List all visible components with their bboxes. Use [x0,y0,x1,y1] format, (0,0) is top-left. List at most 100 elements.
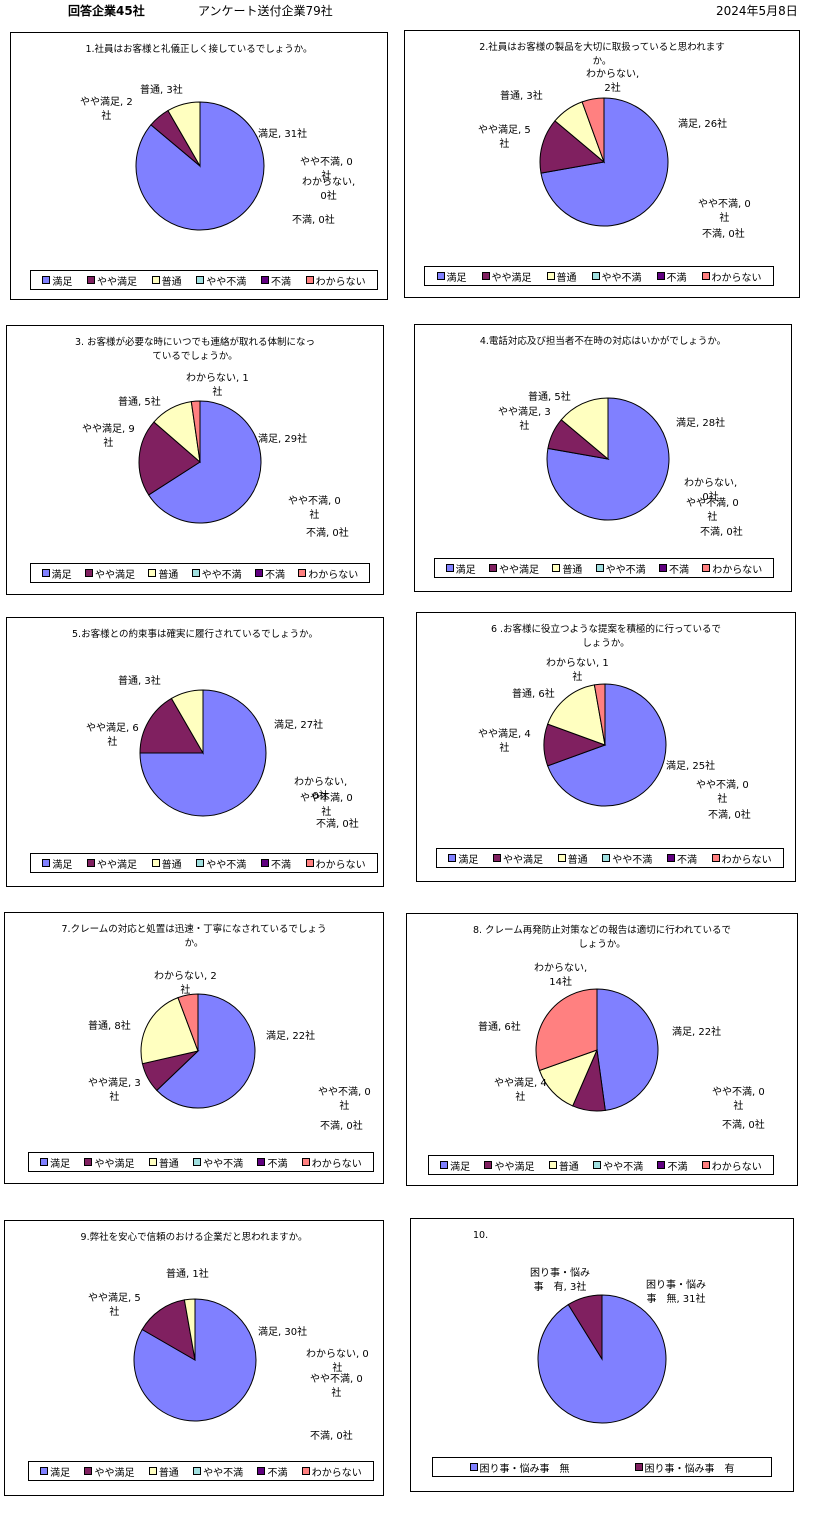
legend-swatch [440,1161,449,1169]
data-label-somewhat-satisfied: やや満足, 6 社 [86,723,139,748]
pie-slice-neutral [167,101,201,168]
legend-item-neutral: 普通 [546,269,577,284]
data-label-somewhat-satisfied: やや満足, 9 社 [82,424,135,449]
data-label-somewhat-dissatisfied: やや不満, 0 社 [318,1087,371,1112]
pie-chart-7 [140,993,256,1109]
data-label-satisfied: 満足, 30社 [258,1327,308,1338]
legend-label: わからない [315,859,366,871]
header-sent: アンケート送付企業79社 [198,4,333,18]
legend-label: やや不満 [612,854,653,866]
legend-label: 不満 [667,1161,688,1173]
pie-slice-unknown [593,683,606,746]
legend-item-dissatisfied: 不満 [260,273,291,288]
legend-label: わからない [721,854,772,866]
pie-slice-satisfied [147,400,262,524]
legend-label: 満足 [52,276,73,288]
legend-item-somewhat-dissatisfied: やや不満 [193,1155,243,1170]
legend-label: やや満足 [494,1161,535,1173]
legend-swatch [591,272,600,280]
legend-label: 満足 [51,569,72,581]
data-label-unknown: わからない, 1 社 [546,658,609,683]
legend-item-dissatisfied: 不満 [257,1464,287,1479]
legend-item-satisfied: 満足 [436,269,467,284]
data-label-somewhat-satisfied: やや満足, 3 社 [88,1078,141,1103]
legend-label: やや満足 [498,564,539,576]
pie-slice-unknown [581,97,605,163]
legend-swatch [148,569,157,577]
legend-item-dissatisfied: 不満 [656,269,687,284]
legend-swatch [254,569,263,577]
legend-swatch [42,276,51,284]
data-label-neutral: 普通, 8社 [88,1021,131,1032]
chart-legend: 満足 やや満足 普通 やや不満 不満 わからない [436,848,784,868]
data-label-neutral: 普通, 5社 [528,392,571,403]
data-label-somewhat-dissatisfied: やや不満, 0 社 [288,496,341,521]
data-label-somewhat-dissatisfied: やや不満, 0 社 [310,1374,363,1399]
chart-title: 7.クレームの対応と処置は迅速・丁寧になされているでしょう か。 [61,924,327,949]
legend-swatch [196,276,205,284]
legend-item-satisfied: 満足 [448,851,478,866]
legend-item-unknown: わからない [702,561,762,576]
pie-slice-unknown [177,993,199,1052]
legend-swatch [436,272,445,280]
data-label-somewhat-satisfied: やや満足, 2 社 [80,97,133,122]
data-label-dissatisfied: 不満, 0社 [316,819,359,830]
legend-swatch [151,276,160,284]
data-label-neutral: 普通, 6社 [512,689,555,700]
legend-item-somewhat-satisfied: やや満足 [84,1155,134,1170]
data-label-satisfied: 満足, 28社 [676,418,726,429]
legend-swatch [196,859,205,867]
legend-label: やや不満 [605,564,646,576]
data-label-satisfied: 満足, 26社 [678,119,728,130]
legend-swatch [40,1467,49,1475]
legend-item-somewhat-satisfied: やや満足 [86,273,137,288]
legend-item-somewhat-satisfied: やや満足 [484,1158,534,1173]
legend-swatch [488,564,497,572]
legend-item-dissatisfied: 不満 [666,851,697,866]
pie-chart-10 [537,1294,667,1424]
legend-label: やや不満 [206,859,247,871]
pie-slice-satisfied [596,988,659,1111]
legend-swatch [552,564,561,572]
legend-label: 普通 [158,1158,179,1170]
chart-title: 4.電話対応及び担当者不在時の対応はいかがでしょうか。 [479,336,727,347]
legend-label: 困り事・悩み事 有 [644,1463,735,1475]
data-label-satisfied: 満足, 22社 [672,1027,722,1038]
legend-item-unknown: わからない [301,1155,362,1170]
legend-label: 普通 [562,564,583,576]
legend-item-somewhat-satisfied: やや満足 [492,851,543,866]
legend-label: わからない [711,1161,762,1173]
legend-swatch [305,276,314,284]
legend-swatch [448,854,457,862]
legend-swatch [593,1161,602,1169]
legend-item-somewhat-satisfied: やや満足 [481,269,532,284]
legend-item-somewhat-satisfied: やや満足 [86,856,137,871]
legend-label: 満足 [446,272,467,284]
data-label-no-issues: 困り事・悩み 事 無, 31社 [646,1280,706,1305]
pie-slice-satisfied [547,683,667,807]
data-label-satisfied: 満足, 22社 [266,1031,316,1042]
legend-item-somewhat-dissatisfied: やや不満 [191,566,242,581]
legend-label: 不満 [264,569,285,581]
legend-item-satisfied: 満足 [440,1158,470,1173]
data-label-somewhat-dissatisfied: やや不満, 0 社 [712,1087,765,1112]
data-label-somewhat-dissatisfied: やや不満, 0 社 [300,157,353,182]
legend-swatch [634,1463,643,1471]
data-label-somewhat-dissatisfied: やや不満, 0 社 [686,498,739,523]
data-label-unknown: わからない, 2社 [586,69,640,94]
legend-swatch [657,1161,666,1169]
chart-panel-7: 7.クレームの対応と処置は迅速・丁寧になされているでしょう か。 [4,912,384,1184]
legend-item-neutral: 普通 [148,566,178,581]
legend-label: 普通 [158,1467,179,1479]
legend-swatch [557,854,566,862]
legend-swatch [193,1158,202,1166]
pie-slice-somewhat-satisfied [139,697,204,754]
legend-label: やや不満 [603,1161,644,1173]
legend-label: 不満 [666,272,687,284]
legend-swatch [445,564,454,572]
pie-chart-8 [535,988,659,1112]
legend-label: 普通 [567,854,588,866]
chart-title: 8. クレーム再発防止対策などの報告は適切に行われているで しょうか。 [472,925,732,950]
pie-slice-somewhat-satisfied [138,421,201,496]
legend-label: やや満足 [94,1158,135,1170]
